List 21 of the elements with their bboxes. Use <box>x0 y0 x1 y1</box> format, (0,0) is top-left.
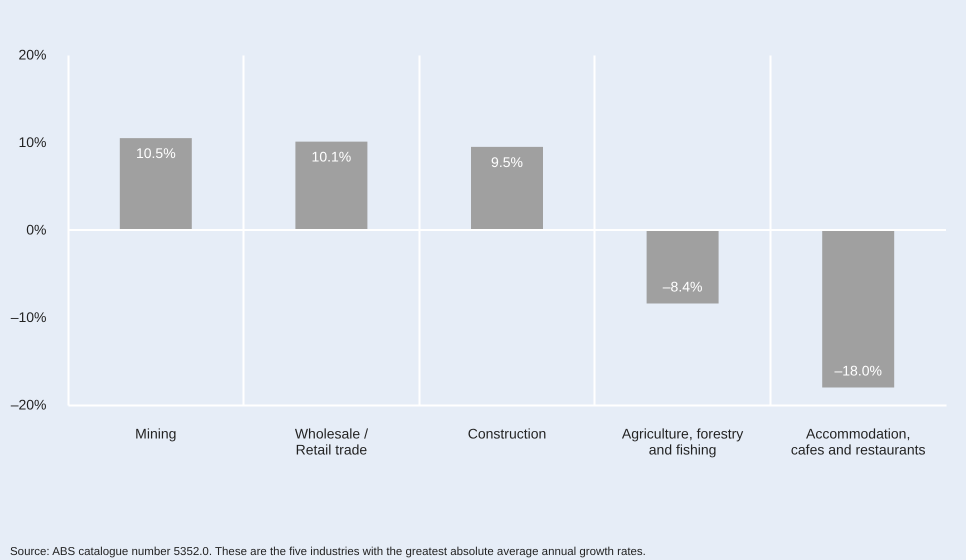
y-tick-label: –10% <box>10 309 46 325</box>
x-tick-label: Construction <box>468 426 546 442</box>
data-label: 10.1% <box>312 148 352 165</box>
y-tick-label: 0% <box>26 222 46 238</box>
x-tick-label: Mining <box>135 426 176 442</box>
data-label: 10.5% <box>136 145 176 162</box>
data-label: –8.4% <box>662 278 702 294</box>
y-tick-label: 20% <box>18 46 46 62</box>
x-tick-label: Wholesale / Retail trade <box>294 426 368 458</box>
data-label: –18.0% <box>834 362 882 378</box>
bar <box>471 146 543 230</box>
bar <box>120 138 192 230</box>
data-label: 9.5% <box>491 154 523 170</box>
y-tick-label: –20% <box>10 396 46 412</box>
bar <box>646 230 719 304</box>
bar <box>295 142 368 230</box>
x-tick-label: Accommodation, cafes and restaurants <box>790 426 926 458</box>
x-tick-label: Agriculture, forestry and fishing <box>622 426 744 458</box>
bar <box>822 230 894 388</box>
source-note: Source: ABS catalogue number 5352.0. These are the five industries with the greatest absolute average annual growth rates. <box>10 546 646 558</box>
y-tick-label: 10% <box>18 134 46 150</box>
